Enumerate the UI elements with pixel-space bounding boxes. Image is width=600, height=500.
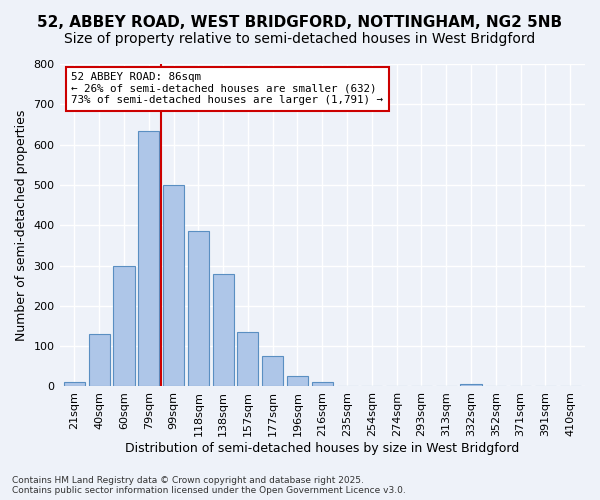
Bar [312,382,333,386]
Bar [212,274,233,386]
Bar [262,356,283,386]
Text: 52 ABBEY ROAD: 86sqm
← 26% of semi-detached houses are smaller (632)
73% of semi: 52 ABBEY ROAD: 86sqm ← 26% of semi-detac… [71,72,383,106]
Bar [460,384,482,386]
Bar [138,130,160,386]
Bar [287,376,308,386]
Y-axis label: Number of semi-detached properties: Number of semi-detached properties [15,110,28,341]
Text: Size of property relative to semi-detached houses in West Bridgford: Size of property relative to semi-detach… [64,32,536,46]
Bar [64,382,85,386]
Bar [113,266,134,386]
X-axis label: Distribution of semi-detached houses by size in West Bridgford: Distribution of semi-detached houses by … [125,442,520,455]
Text: Contains HM Land Registry data © Crown copyright and database right 2025.
Contai: Contains HM Land Registry data © Crown c… [12,476,406,495]
Text: 52, ABBEY ROAD, WEST BRIDGFORD, NOTTINGHAM, NG2 5NB: 52, ABBEY ROAD, WEST BRIDGFORD, NOTTINGH… [37,15,563,30]
Bar [163,185,184,386]
Bar [188,232,209,386]
Bar [89,334,110,386]
Bar [238,332,259,386]
